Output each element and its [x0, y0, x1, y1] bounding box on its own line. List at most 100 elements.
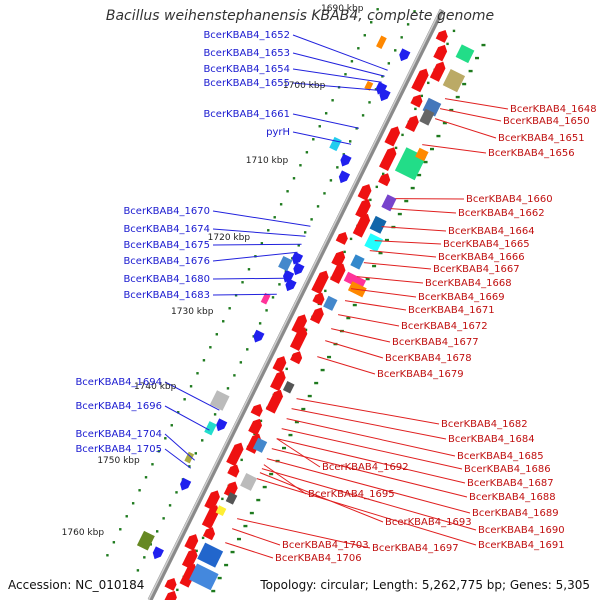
scale-tick-mark: [413, 10, 416, 13]
scale-tick-mark: [346, 316, 351, 320]
reverse-gene-arrow-shape: [331, 250, 346, 268]
scale-tick-mark: [215, 333, 218, 336]
reverse-gene-arrow: [410, 94, 423, 108]
gene-label-reverse: BcerKBAB4_1662: [458, 208, 545, 219]
scale-tick-mark: [286, 190, 289, 193]
gene-block: [381, 194, 397, 212]
label-leader-line: [164, 405, 210, 431]
reverse-gene-arrow: [352, 213, 371, 238]
reverse-gene-arrow: [429, 61, 446, 82]
reverse-gene-arrow: [335, 231, 348, 245]
gene-label-forward: BcerKBAB4_1683: [123, 290, 210, 301]
scale-tick-mark: [221, 497, 224, 501]
reverse-gene-arrow: [250, 403, 263, 417]
scale-tick-mark: [267, 229, 270, 232]
label-leader-line: [350, 288, 417, 298]
gene-block-shape: [364, 80, 374, 91]
label-leader-line: [212, 293, 277, 296]
gene-block-shape: [419, 108, 435, 126]
label-leader-line: [390, 208, 457, 214]
gene-block: [455, 44, 475, 64]
scale-tick-mark: [143, 556, 146, 559]
forward-gene-arrow-shape: [216, 418, 228, 432]
scale-tick-mark: [239, 361, 243, 364]
forward-gene-arrow: [283, 269, 295, 283]
scale-tick-mark: [299, 164, 302, 167]
scale-tick-mark: [376, 8, 379, 11]
reverse-gene-arrow-shape: [226, 442, 244, 467]
forward-gene-arrow: [180, 477, 192, 491]
reverse-gene-arrow-shape: [223, 481, 238, 499]
scale-tick-mark: [262, 485, 267, 489]
scale-tick-mark: [344, 73, 347, 76]
reverse-gene-arrow-shape: [272, 356, 287, 373]
scale-tick-mark: [305, 151, 309, 154]
label-leader-line: [259, 472, 384, 523]
scale-tick-mark: [336, 166, 339, 169]
gene-label-reverse: BcerKBAB4_1693: [385, 517, 472, 528]
label-leader-line: [212, 210, 311, 227]
scale-tick-mark: [226, 387, 230, 390]
label-leader-line: [422, 144, 487, 154]
gene-block: [442, 69, 466, 93]
label-leader-line: [434, 118, 497, 139]
scale-tick-mark: [202, 359, 206, 362]
gene-label-reverse: BcerKBAB4_1672: [401, 321, 488, 332]
reverse-gene-arrow: [357, 184, 372, 201]
scale-tick-mark: [155, 530, 159, 533]
reverse-gene-arrow-shape: [410, 94, 423, 108]
scale-tick-mark: [372, 264, 377, 268]
gene-block-shape: [323, 295, 338, 311]
reverse-gene-arrow-shape: [164, 577, 177, 591]
scale-tick-mark: [417, 173, 422, 177]
gene-label-reverse: BcerKBAB4_1667: [433, 264, 520, 275]
label-leader-line: [212, 228, 306, 237]
gene-label-reverse: BcerKBAB4_1692: [322, 462, 409, 473]
reverse-gene-arrow-shape: [250, 403, 263, 417]
gene-block-shape: [343, 271, 367, 290]
gene-label-reverse: BcerKBAB4_1703: [282, 540, 369, 551]
gene-label-forward: pyrH: [266, 127, 290, 138]
gene-block: [419, 108, 435, 126]
scale-tick-mark: [401, 133, 404, 137]
reverse-gene-arrow: [265, 389, 284, 414]
scale-tick-mark: [404, 199, 409, 203]
scale-tick-mark: [285, 367, 288, 371]
gene-block: [189, 563, 219, 591]
gene-block-shape: [376, 35, 387, 49]
reverse-gene-arrow: [378, 173, 391, 187]
scale-tick-mark: [350, 60, 354, 63]
reverse-gene-arrow: [291, 314, 308, 335]
gene-block-shape: [415, 147, 429, 162]
scale-tick-mark: [420, 94, 424, 98]
reverse-gene-arrow: [272, 356, 287, 373]
scale-tick-mark: [144, 476, 148, 479]
reverse-gene-arrow-shape: [429, 61, 446, 82]
label-leader-line: [331, 328, 391, 343]
reverse-gene-arrow-shape: [379, 147, 397, 171]
scale-tick-mark: [303, 231, 307, 234]
reverse-gene-arrow: [331, 250, 346, 268]
scale-tick-mark: [314, 381, 319, 385]
forward-gene-arrow-shape: [379, 88, 391, 102]
reverse-gene-arrow: [433, 44, 448, 62]
reverse-gene-arrow: [312, 292, 325, 306]
scale-tick-mark: [363, 34, 366, 37]
scale-tick-mark: [176, 411, 180, 414]
scale-tick-mark: [209, 346, 212, 349]
gene-block: [369, 215, 387, 234]
label-leader-line: [356, 276, 424, 284]
scale-tick-mark: [397, 212, 402, 216]
gene-block: [136, 530, 155, 551]
label-leader-line: [292, 34, 388, 71]
gene-label-reverse: BcerKBAB4_1685: [457, 451, 544, 462]
scale-tick-mark: [217, 576, 222, 580]
scale-tick-mark: [352, 303, 357, 307]
gene-block: [323, 295, 338, 311]
reverse-gene-arrow: [270, 371, 286, 392]
gene-block: [225, 492, 238, 505]
scale-tick-mark: [318, 125, 321, 128]
label-leader-line: [164, 381, 220, 411]
scale-tick-mark: [378, 251, 383, 255]
